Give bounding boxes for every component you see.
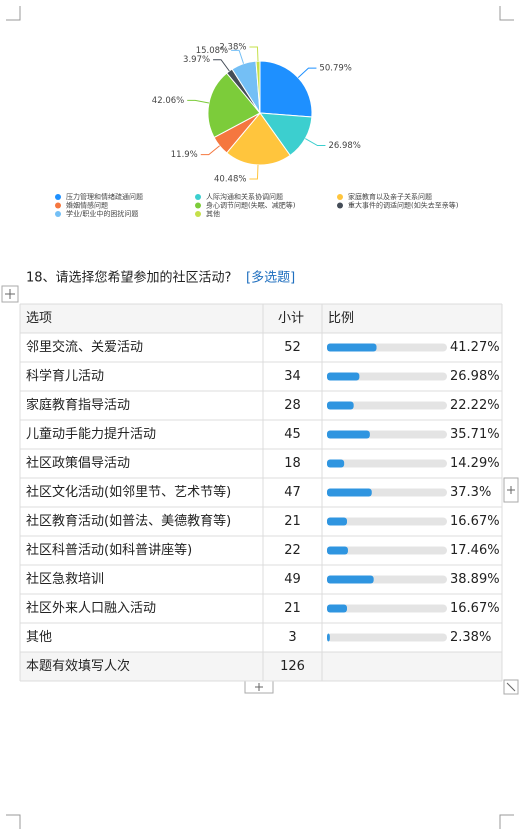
pie-value-label: 40.48% — [214, 174, 246, 184]
pie-value-label: 50.79% — [319, 64, 351, 74]
legend-swatch — [337, 194, 343, 200]
pie-value-label: 3.97% — [183, 55, 210, 65]
option-label: 家庭教育指导活动 — [26, 397, 130, 413]
legend-label: 婚姻情感问题 — [66, 201, 108, 210]
pie-slice — [259, 60, 313, 118]
count-cell: 52 — [284, 340, 301, 355]
leader-line — [187, 99, 210, 104]
question-title: 18、请选择您希望参加的社区活动? — [26, 270, 231, 286]
count-cell: 21 — [284, 601, 301, 616]
option-label: 社区外来人口融入活动 — [26, 600, 156, 616]
total-label: 本题有效填写人次 — [26, 658, 130, 674]
legend-label: 重大事件的调适问题(如失去至亲等) — [348, 201, 459, 210]
percent-label: 22.22% — [450, 398, 500, 413]
legend-label: 人际沟通和关系协调问题 — [206, 192, 283, 201]
count-cell: 18 — [284, 456, 301, 471]
percent-bar — [327, 604, 348, 613]
table-footer-bg — [20, 652, 502, 681]
add-row-button[interactable] — [244, 680, 274, 694]
add-column-button[interactable] — [503, 477, 519, 503]
option-label: 科学育儿活动 — [26, 368, 104, 384]
percent-label: 2.38% — [450, 630, 491, 645]
pie-value-label: 2.38% — [219, 43, 246, 53]
leader-line — [297, 67, 317, 79]
percent-track — [327, 517, 447, 526]
count-cell: 21 — [284, 514, 301, 529]
pie-value-label: 15.08% — [196, 46, 228, 56]
percent-label: 37.3% — [450, 485, 491, 500]
leader-line — [305, 138, 326, 147]
percent-bar — [327, 633, 330, 642]
percent-bar — [327, 488, 372, 497]
count-cell: 45 — [284, 427, 301, 442]
table-header: 选项 — [26, 311, 52, 326]
option-label: 儿童动手能力提升活动 — [26, 426, 156, 442]
percent-label: 16.67% — [450, 514, 500, 529]
count-cell: 49 — [284, 572, 301, 587]
pie-value-label: 11.9% — [171, 150, 198, 160]
count-cell: 22 — [284, 543, 301, 558]
percent-track — [327, 459, 447, 468]
table-header-bg — [20, 304, 502, 333]
count-cell: 47 — [284, 485, 301, 500]
legend-swatch — [195, 202, 201, 209]
percent-bar — [327, 517, 348, 526]
option-label: 社区政策倡导活动 — [26, 455, 130, 471]
count-cell: 34 — [284, 369, 301, 384]
percent-label: 35.71% — [450, 427, 500, 442]
percent-bar — [327, 459, 345, 468]
legend-swatch — [55, 202, 61, 209]
percent-bar — [327, 575, 374, 584]
percent-label: 41.27% — [450, 340, 500, 355]
percent-label: 26.98% — [450, 369, 500, 384]
legend-swatch — [55, 211, 61, 217]
legend-swatch — [195, 194, 201, 200]
legend-swatch — [195, 211, 201, 217]
leader-line — [231, 49, 245, 64]
option-label: 社区科普活动(如科普讲座等) — [26, 542, 192, 558]
count-cell: 28 — [284, 398, 301, 413]
leader-line — [213, 59, 230, 72]
percent-label: 38.89% — [450, 572, 500, 587]
move-handle[interactable] — [1, 285, 19, 303]
count-cell: 3 — [288, 630, 296, 645]
legend-label: 家庭教育以及亲子关系问题 — [348, 192, 432, 201]
percent-track — [327, 604, 447, 613]
table-header: 小计 — [278, 311, 304, 326]
legend-label: 身心调节问题(失眠、减肥等) — [206, 201, 296, 210]
option-label: 其他 — [26, 630, 52, 645]
percent-label: 14.29% — [450, 456, 500, 471]
legend-swatch — [55, 194, 61, 200]
percent-bar — [327, 372, 360, 381]
percent-bar — [327, 546, 348, 555]
percent-track — [327, 633, 447, 642]
percent-label: 16.67% — [450, 601, 500, 616]
leader-line — [200, 145, 220, 156]
pie-slice — [207, 72, 261, 139]
option-label: 社区急救培训 — [26, 571, 104, 587]
total-count: 126 — [280, 659, 305, 674]
legend-label: 压力管理和情绪疏通问题 — [66, 192, 143, 201]
percent-bar — [327, 343, 377, 352]
percent-bar — [327, 430, 370, 439]
option-label: 社区教育活动(如普法、美德教育等) — [26, 513, 231, 529]
page-corners — [6, 6, 514, 829]
leader-line — [249, 164, 259, 180]
pie-value-label: 26.98% — [328, 141, 360, 151]
legend-swatch — [337, 202, 343, 209]
pie-value-label: 42.06% — [152, 96, 184, 106]
percent-label: 17.46% — [450, 543, 500, 558]
leader-line — [249, 46, 259, 62]
option-label: 邻里交流、关爱活动 — [26, 339, 143, 355]
legend-label: 其他 — [206, 209, 220, 218]
percent-track — [327, 546, 447, 555]
table-header: 比例 — [328, 311, 354, 326]
legend-label: 学业/职业中的困扰问题 — [66, 209, 138, 218]
percent-bar — [327, 401, 354, 410]
question-tag[interactable]: [多选题] — [246, 270, 295, 286]
resize-handle[interactable] — [503, 679, 519, 695]
option-label: 社区文化活动(如邻里节、艺术节等) — [26, 484, 231, 500]
percent-track — [327, 401, 447, 410]
